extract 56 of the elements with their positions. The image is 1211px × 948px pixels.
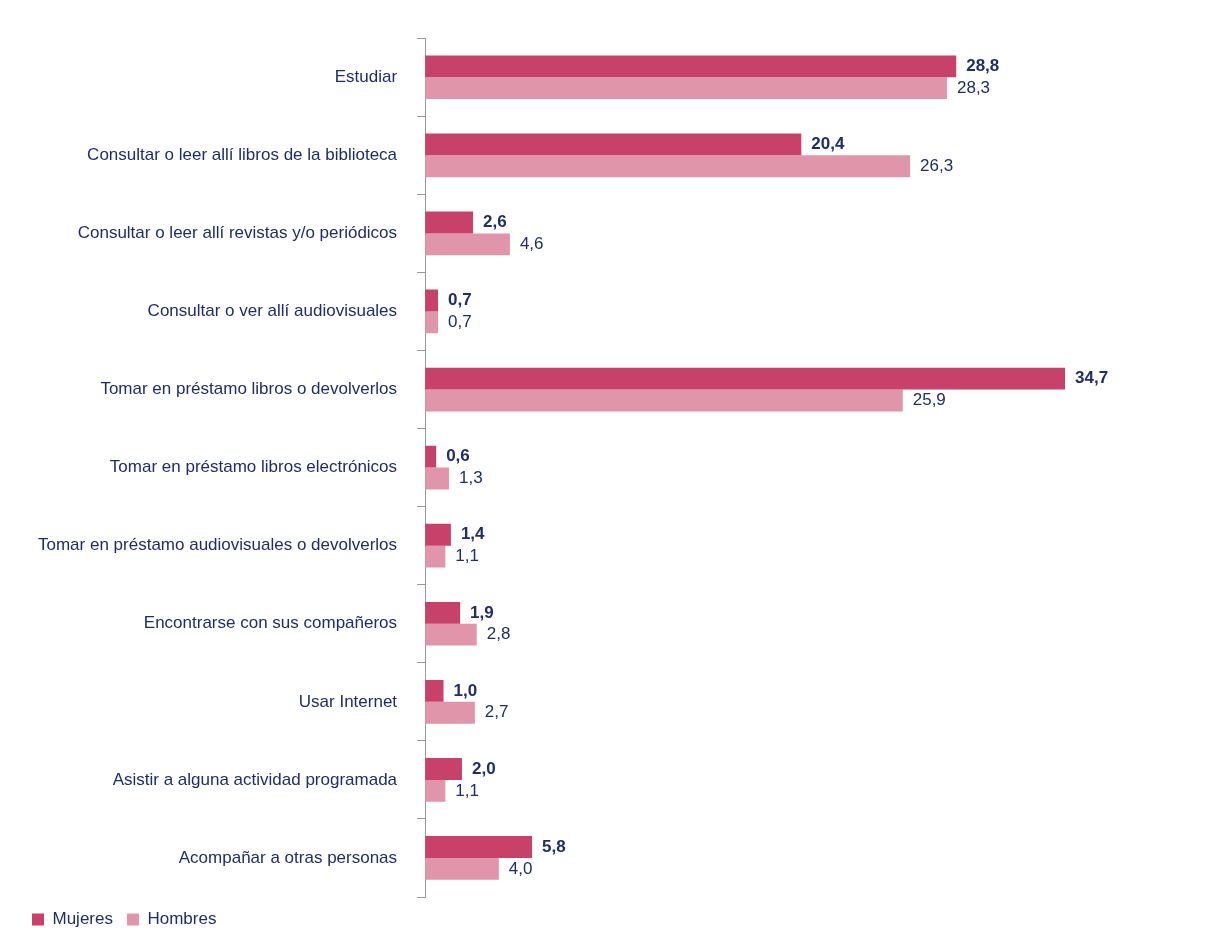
y-tick-label: Estudiar: [334, 66, 398, 86]
bar: [425, 623, 477, 646]
bar: [425, 601, 461, 624]
data-label: 28,3: [956, 77, 991, 97]
data-label: 0,7: [447, 312, 472, 332]
bar: [425, 77, 947, 100]
y-tick-label: Encontrarse con sus compañeros: [143, 613, 398, 633]
bar: [425, 836, 533, 858]
bar: [425, 445, 437, 468]
data-label: 0,7: [447, 290, 472, 310]
data-label: 1,3: [459, 468, 483, 488]
bar: [425, 367, 1066, 390]
bar: [425, 133, 802, 156]
data-label: 1,1: [455, 780, 479, 800]
bar: [425, 779, 446, 802]
y-tick-label: Tomar en préstamo audiovisuales o devolverlos: [38, 535, 398, 555]
data-label: 2,0: [471, 758, 496, 778]
bar: [425, 233, 510, 256]
data-label: 2,8: [486, 624, 511, 644]
bar: [425, 311, 438, 334]
data-label: 2,7: [484, 702, 509, 722]
data-label: 1,4: [460, 524, 486, 544]
bar: [425, 701, 475, 724]
data-label: 28,8: [966, 55, 1000, 75]
data-label: 25,9: [912, 390, 946, 410]
data-label: 34,7: [1075, 368, 1109, 388]
bar: [425, 155, 911, 178]
bar: [425, 679, 444, 702]
y-tick-label: Acompañar a otras personas: [178, 847, 398, 867]
data-label: 4,6: [519, 234, 544, 253]
legend-label: Hombres: [147, 909, 217, 929]
data-label: 4,0: [508, 858, 533, 878]
bar: [425, 389, 903, 412]
legend-label: Mujeres: [52, 909, 113, 929]
bar: [425, 857, 499, 880]
data-label: 1,1: [455, 546, 479, 566]
y-tick-label: Asistir a alguna actividad programada: [112, 769, 398, 789]
data-label: 0,6: [446, 446, 470, 466]
y-tick-label: Consultar o ver allí audiovisuales: [147, 301, 398, 321]
bar: [425, 211, 474, 234]
data-label: 26,3: [920, 155, 954, 175]
data-label: 5,8: [542, 836, 566, 856]
bar: [425, 758, 462, 780]
y-tick-label: Consultar o leer allí revistas y/o periódicos: [77, 223, 398, 243]
data-label: 1,9: [470, 602, 494, 622]
data-label: 20,4: [811, 134, 845, 154]
y-tick-label: Usar Internet: [298, 691, 398, 711]
bar: [425, 467, 450, 490]
y-tick-label: Tomar en préstamo libros electrónicos: [109, 457, 398, 477]
data-label: 1,0: [453, 680, 478, 700]
bar: [425, 545, 446, 568]
data-label: 2,6: [483, 212, 507, 232]
bar: [425, 55, 957, 78]
y-tick-label: Consultar o leer allí libros de la biblioteca: [87, 145, 398, 164]
y-tick-label: Tomar en préstamo libros o devolverlos: [100, 379, 398, 399]
bar: [425, 523, 451, 546]
